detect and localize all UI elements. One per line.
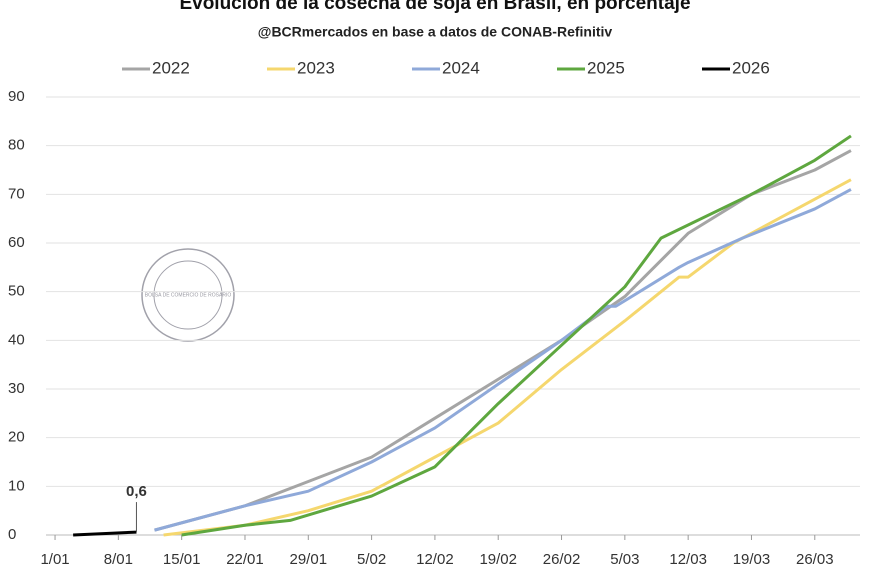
series-line — [181, 134, 852, 537]
legend-label: 2022 — [152, 58, 190, 77]
x-tick-label: 19/03 — [733, 551, 771, 568]
y-tick-label: 50 — [8, 283, 25, 300]
legend-label: 2026 — [732, 58, 770, 77]
y-tick-label: 20 — [8, 429, 25, 446]
x-tick-label: 12/02 — [416, 551, 454, 568]
y-tick-label: 60 — [8, 234, 25, 251]
x-tick-label: 1/01 — [40, 551, 69, 568]
series-line — [163, 178, 852, 537]
y-tick-label: 10 — [8, 477, 25, 494]
x-tick-label: 5/03 — [610, 551, 639, 568]
y-tick-label: 90 — [8, 88, 25, 105]
series-line — [154, 188, 852, 532]
x-tick-label: 19/02 — [479, 551, 517, 568]
legend-label: 2023 — [297, 58, 335, 77]
legend-label: 2024 — [442, 58, 480, 77]
x-tick-label: 12/03 — [669, 551, 707, 568]
watermark-text: BOLSA DE COMERCIO DE ROSARIO — [145, 292, 232, 298]
chart-subtitle: @BCRmercados en base a datos de CONAB-Re… — [258, 24, 613, 40]
y-tick-label: 30 — [8, 380, 25, 397]
chart-title: Evolución de la cosecha de soja en Brasi… — [179, 0, 690, 14]
watermark: BOLSA DE COMERCIO DE ROSARIO — [141, 248, 235, 342]
watermark-ring — [141, 248, 235, 342]
y-tick-label: 70 — [8, 185, 25, 202]
x-tick-label: 22/01 — [226, 551, 264, 568]
watermark-ring — [153, 260, 223, 330]
y-tick-label: 0 — [8, 526, 16, 543]
annotation: 0,6 — [126, 483, 147, 500]
x-tick-label: 29/01 — [290, 551, 328, 568]
y-tick-label: 40 — [8, 331, 25, 348]
x-tick-label: 26/03 — [796, 551, 834, 568]
x-tick-label: 26/02 — [543, 551, 581, 568]
x-tick-label: 5/02 — [357, 551, 386, 568]
x-tick-label: 15/01 — [163, 551, 201, 568]
y-tick-label: 80 — [8, 137, 25, 154]
legend-label: 2025 — [587, 58, 625, 77]
series-line — [73, 530, 137, 537]
x-tick-label: 8/01 — [104, 551, 133, 568]
